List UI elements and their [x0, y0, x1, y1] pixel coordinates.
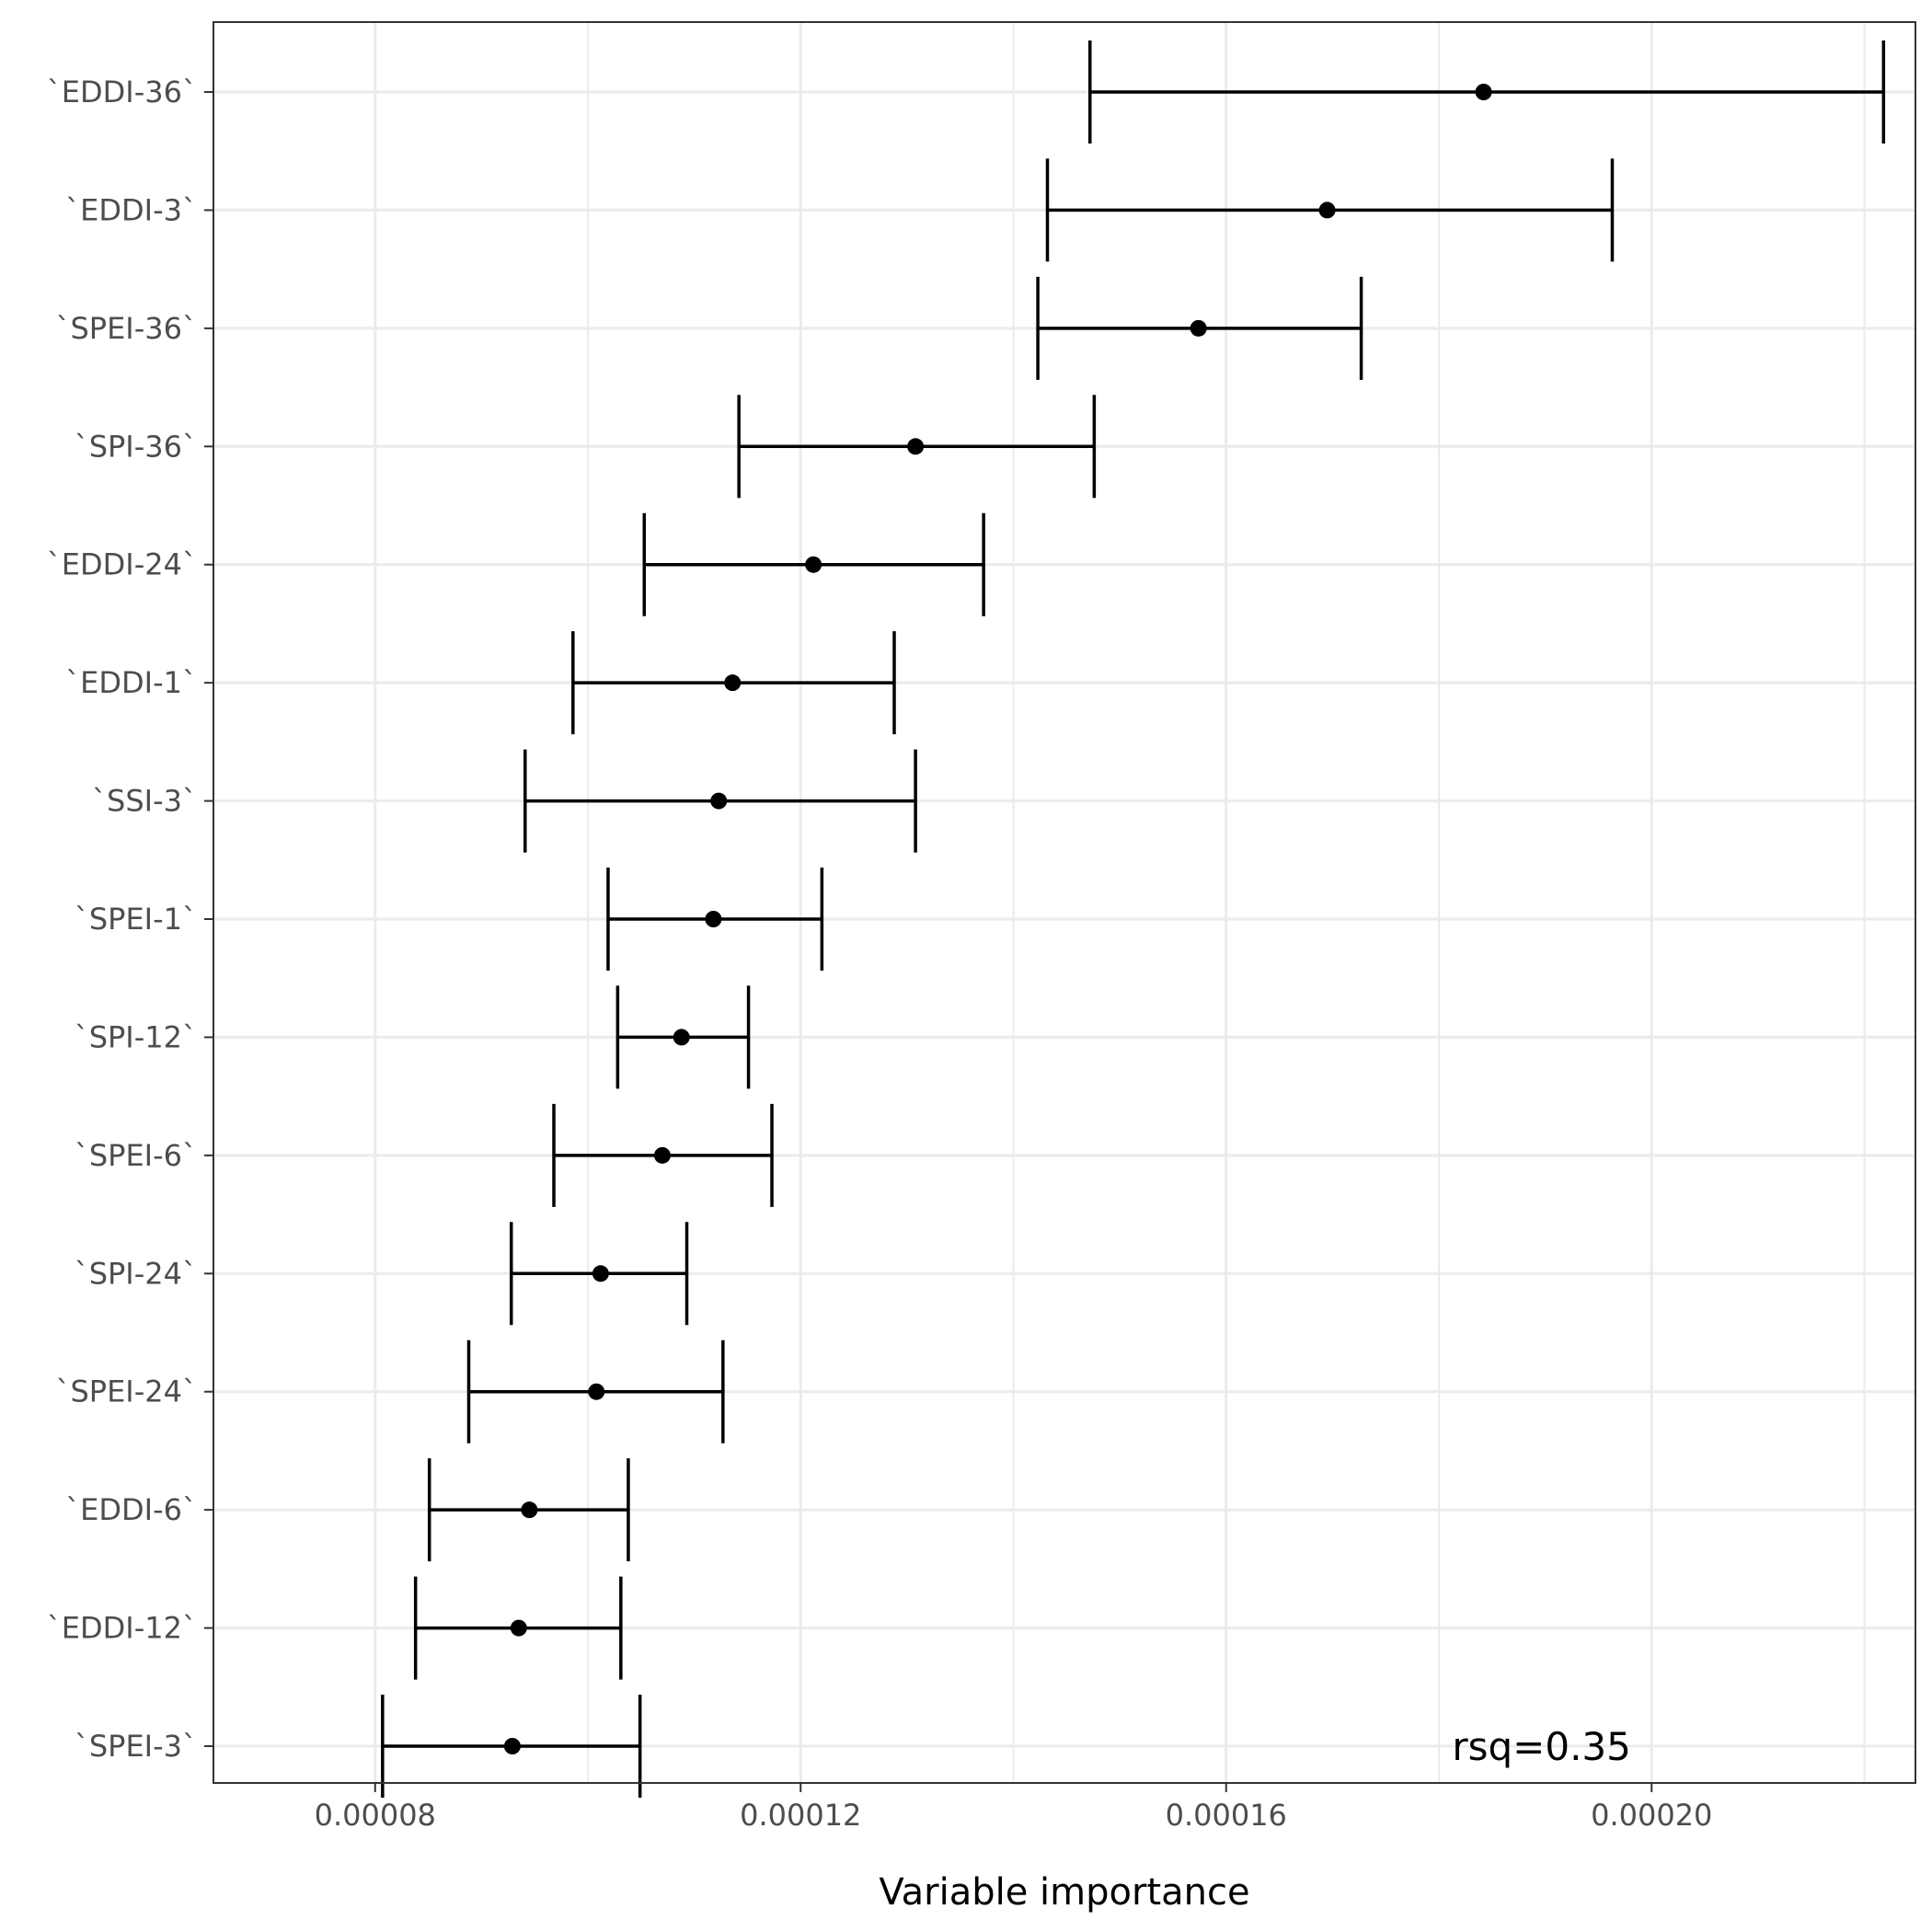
y-tick-label: `EDDI-36` — [47, 75, 197, 109]
error-bar-group — [510, 1222, 689, 1326]
x-tick-label: 0.00016 — [1166, 1798, 1287, 1833]
x-axis: 0.00008 0.00012 0.00016 0.00020 — [315, 1783, 1712, 1833]
y-tick-label: `SPEI-1` — [75, 902, 197, 937]
x-tick-label: 0.00008 — [315, 1798, 436, 1833]
plot-panel-border — [213, 21, 1916, 1784]
importance-point — [510, 1619, 527, 1637]
importance-point — [724, 674, 742, 692]
error-bar-group — [642, 512, 985, 616]
y-tick-label: `EDDI-24` — [47, 547, 197, 582]
importance-point — [588, 1383, 605, 1400]
y-tick-label: `SPI-12` — [75, 1019, 197, 1054]
importance-point — [653, 1146, 671, 1164]
y-tick-label: `SPEI-36` — [55, 311, 197, 346]
error-bar-group — [427, 1458, 630, 1562]
error-bar-group — [552, 1103, 774, 1207]
y-tick-label: `EDDI-6` — [65, 1492, 197, 1527]
x-axis-title: Variable importance — [879, 1871, 1249, 1914]
importance-point — [705, 911, 722, 927]
importance-point — [907, 438, 925, 455]
x-tick-label: 0.00012 — [740, 1798, 861, 1833]
y-tick-label: `EDDI-12` — [47, 1611, 197, 1646]
y-tick-label: `EDDI-1` — [65, 665, 197, 700]
y-tick-label: `SPEI-24` — [55, 1374, 197, 1409]
y-tick-label: `SPI-24` — [75, 1256, 197, 1291]
major-gridlines — [213, 22, 1915, 1783]
importance-point — [1190, 319, 1207, 337]
rsq-annotation: rsq=0.35 — [1452, 1724, 1631, 1769]
error-bar-group — [606, 868, 824, 971]
y-tick-label: `SPEI-3` — [75, 1729, 197, 1764]
error-bar-group — [1088, 40, 1886, 144]
importance-point — [521, 1501, 538, 1519]
y-axis: `EDDI-36` `EDDI-3` `SPEI-36` `SPI-36` `EDDI-… — [47, 75, 213, 1764]
error-bar-group — [1036, 276, 1363, 380]
error-bar-group — [737, 395, 1097, 499]
error-bar-group — [615, 985, 751, 1089]
importance-point — [710, 792, 728, 810]
x-tick-label: 0.00020 — [1591, 1798, 1712, 1833]
y-tick-label: `SPI-36` — [75, 429, 197, 464]
plot-panel-background — [213, 22, 1915, 1783]
error-bar-group — [1045, 158, 1615, 262]
error-bar-group — [571, 631, 896, 735]
importance-point — [592, 1265, 609, 1282]
importance-point — [503, 1738, 521, 1754]
y-tick-label: `SPEI-6` — [75, 1138, 197, 1173]
importance-point — [673, 1029, 690, 1046]
importance-point — [1475, 84, 1492, 100]
minor-gridlines — [587, 22, 1866, 1783]
error-bar-group — [523, 749, 917, 853]
error-bar-marks — [381, 40, 1886, 1798]
error-bar-group — [466, 1340, 725, 1443]
y-tick-label: `SSI-3` — [92, 784, 197, 819]
error-bar-group — [381, 1695, 642, 1798]
error-bar-group — [413, 1576, 623, 1680]
y-tick-label: `EDDI-3` — [65, 192, 197, 227]
importance-point — [805, 556, 822, 573]
importance-point — [1318, 201, 1336, 219]
